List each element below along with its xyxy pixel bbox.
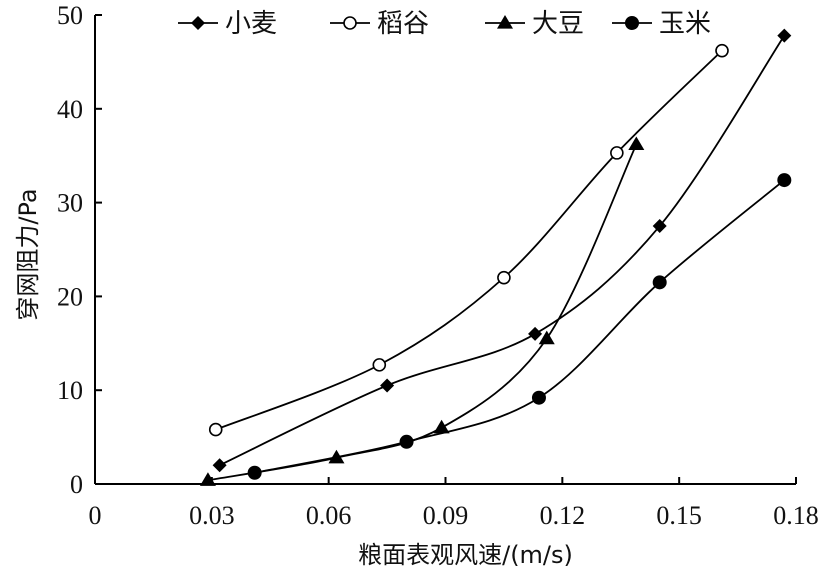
filled-circle-marker bbox=[247, 465, 262, 480]
open-circle-marker bbox=[372, 358, 387, 372]
filled-circle-marker bbox=[399, 434, 414, 449]
legend-item: 稻谷 bbox=[330, 9, 429, 39]
x-tick-label: 0 bbox=[89, 501, 102, 530]
y-tick-label: 10 bbox=[57, 376, 83, 405]
series-points-4 bbox=[247, 173, 792, 480]
triangle-marker bbox=[433, 419, 450, 434]
legend: 小麦 稻谷 大豆 玉米 bbox=[178, 9, 711, 39]
y-tick-label: 40 bbox=[57, 95, 83, 124]
series-line-3 bbox=[207, 144, 638, 482]
legend-item: 小麦 bbox=[178, 9, 277, 39]
y-axis-title: 穿网阻力/Pa bbox=[14, 188, 42, 320]
legend-filled-circle-marker bbox=[625, 16, 639, 30]
y-tick-label: 30 bbox=[57, 189, 83, 218]
legend-label: 小麦 bbox=[225, 9, 277, 39]
x-axis-title: 粮面表观风速/(m/s) bbox=[358, 541, 573, 569]
series-markers bbox=[199, 28, 792, 486]
y-tick-label: 20 bbox=[57, 282, 83, 311]
triangle-marker bbox=[199, 472, 216, 486]
triangle-marker bbox=[538, 330, 555, 345]
series-points-2 bbox=[208, 43, 729, 437]
legend-label: 玉米 bbox=[659, 9, 711, 39]
legend-triangle-marker bbox=[497, 15, 513, 29]
diamond-marker bbox=[380, 378, 395, 393]
x-tick-label: 0.09 bbox=[423, 501, 469, 530]
diamond-marker bbox=[528, 326, 543, 341]
legend-label: 大豆 bbox=[532, 9, 584, 39]
diamond-marker bbox=[777, 28, 792, 43]
legend-open-circle-marker bbox=[343, 16, 357, 30]
series-line-2 bbox=[215, 49, 723, 431]
x-tick-label: 0.15 bbox=[656, 501, 702, 530]
open-circle-marker bbox=[715, 43, 729, 58]
axes bbox=[94, 15, 796, 485]
open-circle-marker bbox=[610, 146, 624, 160]
filled-circle-marker bbox=[652, 275, 667, 290]
series-line-1 bbox=[219, 35, 786, 467]
x-tick-label: 0.03 bbox=[189, 501, 235, 530]
x-ticks: 0 0.03 0.06 0.09 0.12 0.15 0.18 bbox=[89, 477, 819, 530]
legend-diamond-marker bbox=[191, 16, 205, 30]
series-points-1 bbox=[212, 28, 792, 473]
diamond-marker bbox=[652, 219, 667, 234]
legend-label: 稻谷 bbox=[377, 9, 429, 39]
series-lines bbox=[207, 35, 786, 482]
legend-item: 大豆 bbox=[485, 9, 584, 39]
y-ticks: 0 10 20 30 40 50 bbox=[57, 1, 102, 499]
x-tick-label: 0.12 bbox=[540, 501, 586, 530]
series-points-3 bbox=[199, 136, 645, 486]
filled-circle-marker bbox=[777, 173, 792, 188]
diamond-marker bbox=[212, 458, 227, 473]
open-circle-marker bbox=[208, 422, 223, 437]
y-tick-label: 50 bbox=[57, 1, 83, 30]
series-line-4 bbox=[254, 179, 785, 474]
legend-item: 玉米 bbox=[612, 9, 711, 39]
triangle-marker bbox=[628, 136, 645, 151]
y-tick-label: 0 bbox=[70, 470, 83, 499]
open-circle-marker bbox=[497, 270, 511, 285]
x-tick-label: 0.06 bbox=[306, 501, 352, 530]
triangle-marker bbox=[328, 449, 345, 464]
x-tick-label: 0.18 bbox=[773, 501, 819, 530]
filled-circle-marker bbox=[531, 390, 546, 405]
